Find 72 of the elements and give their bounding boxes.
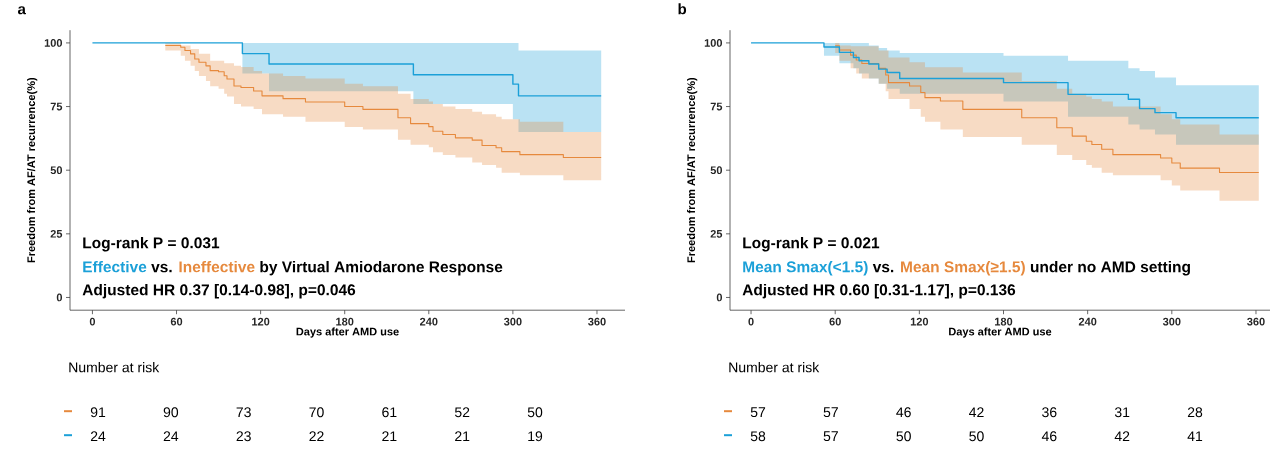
text: 46 [1041, 431, 1057, 442]
x-tick-label: 60 [170, 317, 183, 326]
y-tick-label: 0 [716, 293, 723, 302]
x-tick-label: 120 [252, 317, 270, 326]
x-tick-label: 60 [829, 317, 841, 326]
text: 31 [1114, 407, 1130, 418]
y-tick-label: 100 [704, 38, 723, 47]
y-tick-label: 100 [44, 38, 63, 47]
y-tick-label: 50 [710, 166, 723, 174]
x-tick-label: 120 [910, 317, 929, 326]
text: 23 [236, 431, 251, 442]
text: 42 [969, 407, 984, 417]
text: 70 [309, 407, 324, 418]
text: 73 [236, 407, 251, 418]
chart-title: b [678, 3, 687, 15]
text: 90 [163, 407, 179, 418]
y-tick-label: 0 [56, 293, 63, 302]
text: Ineffective [179, 260, 255, 273]
chart-title: a [17, 6, 26, 15]
text: 58 [750, 431, 766, 442]
x-axis-title: Days after AMD use [949, 327, 1052, 338]
x-tick-label: 0 [748, 317, 754, 326]
text: 52 [454, 407, 470, 418]
text: 41 [1187, 431, 1203, 441]
text: Mean Smax(≥1.5) [901, 260, 1025, 276]
x-axis-title: Days after AMD use [296, 327, 399, 338]
text: 28 [1187, 407, 1203, 418]
text: 50 [969, 431, 984, 442]
text: 50 [527, 407, 543, 418]
x-tick-label: 300 [503, 317, 522, 326]
x-tick-label: 180 [336, 317, 354, 326]
x-tick-label: 0 [89, 317, 96, 326]
annotation: vs. [872, 263, 894, 273]
x-tick-label: 240 [420, 317, 438, 326]
annotation: by Virtual Amiodarone Response [260, 260, 503, 276]
text: 50 [896, 431, 911, 442]
annotation: under no AMD setting [1030, 260, 1190, 276]
text: 19 [528, 431, 543, 442]
annotation: Adjusted HR 0.60 [0.31-1.17], p=0.136 [742, 283, 1016, 299]
text: 61 [382, 407, 397, 418]
x-tick-label: 360 [588, 317, 606, 326]
y-tick-label: 75 [710, 102, 723, 111]
annotation: Log-rank P = 0.021 [743, 236, 880, 252]
y-tick-label: 50 [50, 166, 63, 174]
text: Effective [83, 260, 147, 273]
text: 21 [455, 431, 470, 441]
y-axis-title: Freedom from AF/AT recurrence(%) [687, 77, 698, 263]
text: 91 [90, 407, 106, 418]
x-tick-label: 240 [1078, 317, 1097, 326]
x-tick-label: 300 [1162, 317, 1181, 326]
text: 57 [750, 407, 766, 417]
x-tick-label: 360 [1247, 317, 1265, 326]
text: Number at risk [69, 361, 160, 373]
text: 36 [1042, 407, 1057, 418]
y-axis-title: Freedom from AF/AT recurrence(%) [27, 77, 38, 263]
text: 42 [1114, 431, 1130, 441]
y-tick-label: 75 [50, 102, 63, 111]
text: Mean Smax(<1.5) [743, 260, 868, 276]
text: 24 [90, 431, 106, 441]
text: 57 [823, 431, 838, 441]
annotation: Log-rank P = 0.031 [83, 236, 220, 252]
y-tick-label: 25 [50, 229, 63, 238]
text: 24 [163, 431, 179, 441]
y-tick-label: 25 [710, 229, 723, 238]
text: 57 [823, 407, 838, 417]
text: 21 [382, 431, 397, 441]
text: 22 [309, 431, 324, 441]
text: 46 [896, 407, 911, 418]
text: Number at risk [729, 361, 820, 373]
annotation: vs. [151, 263, 172, 273]
annotation: Adjusted HR 0.37 [0.14-0.98], p=0.046 [82, 283, 356, 299]
x-tick-label: 180 [995, 317, 1013, 326]
